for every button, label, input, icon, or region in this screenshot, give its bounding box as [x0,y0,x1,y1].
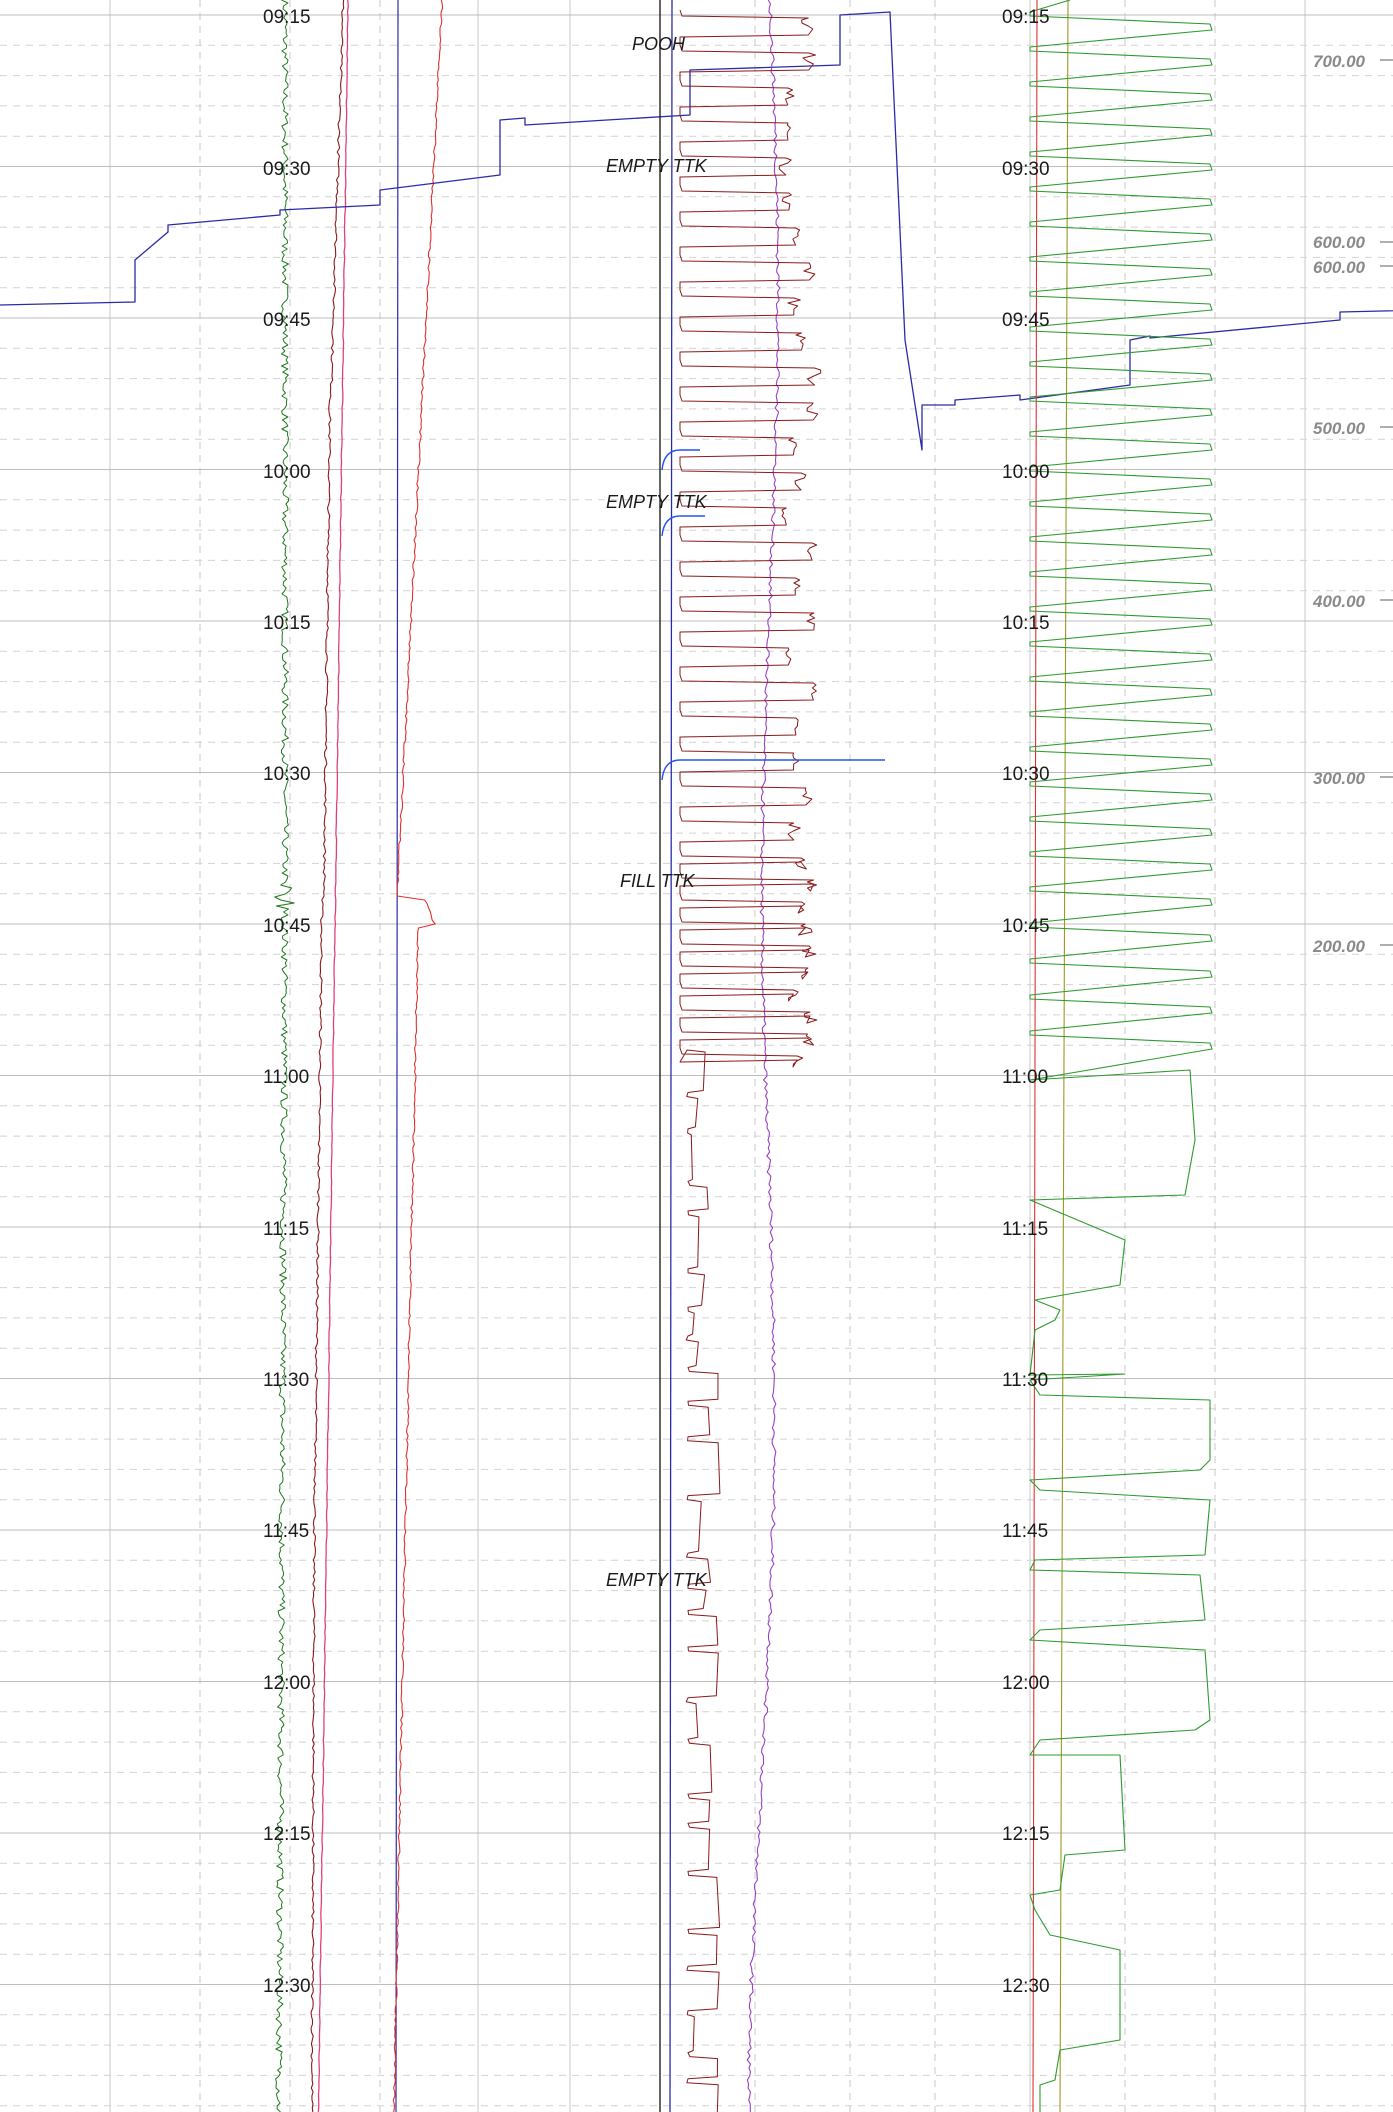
red-reference-line [1032,0,1038,2112]
time-label: 09:15 [263,7,311,28]
time-label: 11:45 [263,1521,309,1542]
depth-label: 400.00 [1312,592,1366,611]
time-label: 12:15 [1002,1824,1050,1845]
annotation-label: EMPTY TTK [606,156,708,176]
green-trace [274,0,295,2112]
time-label: 09:30 [263,159,311,180]
time-label: 10:00 [263,462,311,483]
red-trace [392,0,444,2112]
time-label: 11:00 [1002,1067,1048,1088]
blue-spike-mark [661,449,700,471]
time-label: 10:15 [263,613,311,634]
time-label: 11:15 [263,1219,309,1240]
time-label: 11:00 [263,1067,309,1088]
pink-trace [317,0,349,2112]
depth-label: 600.00 [1313,233,1366,252]
green-oscillation-trace [1029,0,1213,2112]
blue-reference-line [395,0,399,2112]
brown-trace [310,0,345,2112]
time-label: 09:15 [1002,7,1050,28]
time-label: 09:45 [1002,310,1050,331]
time-label: 09:30 [1002,159,1050,180]
pump-pressure-trace [679,9,822,2112]
time-label: 11:30 [263,1370,309,1391]
time-label: 12:15 [263,1824,311,1845]
purple-trace [746,0,781,2112]
time-label: 10:00 [1002,462,1050,483]
depth-label: 200.00 [1312,937,1366,956]
depth-label: 700.00 [1313,52,1366,71]
time-label: 10:30 [1002,764,1050,785]
annotation-label: EMPTY TTK [606,492,708,512]
time-label: 11:15 [1002,1219,1048,1240]
olive-reference-line [1059,0,1069,2112]
blue-spike-mark [661,515,705,537]
time-label: 11:30 [1002,1370,1048,1391]
time-label: 10:30 [263,764,311,785]
time-label: 12:30 [1002,1976,1050,1997]
depth-label: 500.00 [1313,419,1366,438]
blue-spike-mark [661,759,885,781]
time-label: 09:45 [263,310,311,331]
time-label: 12:30 [263,1976,311,1997]
label-layer: 09:15 09:30 09:45 10:00 10:15 10:30 10:4… [263,7,1366,1997]
annotation-label: EMPTY TTK [606,1570,708,1590]
time-label: 10:45 [263,916,311,937]
annotation-label: FILL TTK [620,871,696,891]
depth-label: 600.00 [1313,258,1366,277]
hook-load-step-trace [0,11,1393,451]
time-label: 10:45 [1002,916,1050,937]
annotation-label: POOH [632,34,686,54]
time-label: 10:15 [1002,613,1050,634]
time-label: 12:00 [1002,1673,1050,1694]
blue-reference-line [669,0,673,2112]
depth-label: 300.00 [1313,769,1366,788]
time-label: 11:45 [1002,1521,1048,1542]
time-label: 12:00 [263,1673,311,1694]
